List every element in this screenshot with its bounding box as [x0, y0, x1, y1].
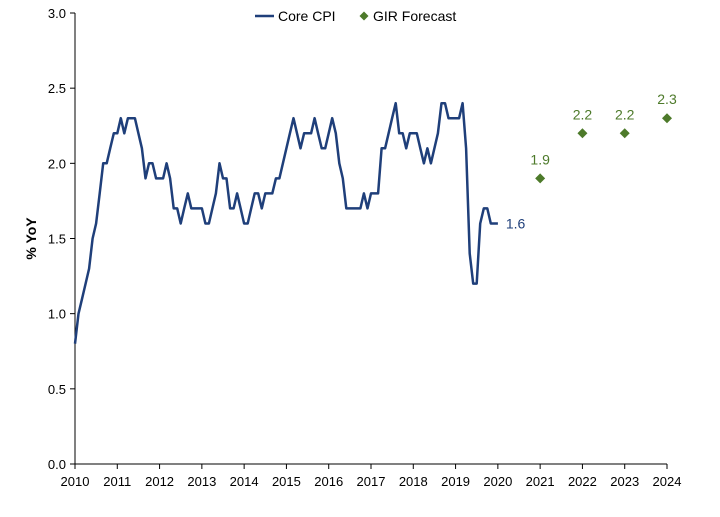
x-tick-label: 2014: [230, 474, 259, 489]
y-axis-ticks: 0.0 0.5 1.0 1.5 2.0 2.5 3.0: [48, 6, 75, 472]
x-tick-label: 2024: [653, 474, 682, 489]
x-tick-label: 2011: [103, 474, 131, 489]
y-axis-label: % YoY: [23, 217, 39, 260]
y-tick-label: 3.0: [48, 6, 66, 21]
gir-forecast-point: [662, 113, 672, 124]
x-axis-ticks: 2010 2011 2012 2013 2014 2015 2016 2017 2018 2019…: [61, 464, 682, 489]
x-tick-label: 2017: [357, 474, 386, 489]
gir-forecast-data-label: 2.2: [573, 106, 593, 122]
core-cpi-series: 1.6: [73, 101, 526, 344]
x-tick-label: 2013: [187, 474, 216, 489]
legend: Core CPI GIR Forecast: [255, 8, 456, 24]
legend-item-core-cpi: Core CPI: [255, 8, 336, 24]
legend-item-gir-forecast: GIR Forecast: [359, 8, 456, 24]
x-tick-label: 2022: [568, 474, 597, 489]
x-tick-label: 2016: [314, 474, 343, 489]
core-cpi-line: [73, 101, 498, 344]
gir-forecast-legend-swatch: [359, 11, 369, 21]
gir-forecast-series: 1.9 2.2 2.2 2.3: [530, 91, 677, 184]
legend-label-gir-forecast: GIR Forecast: [373, 8, 456, 24]
y-tick-label: 0.0: [48, 457, 66, 472]
y-tick-label: 1.5: [48, 232, 66, 247]
gir-forecast-point: [535, 173, 546, 184]
x-tick-label: 2012: [145, 474, 174, 489]
x-tick-label: 2019: [441, 474, 470, 489]
y-tick-label: 2.0: [48, 156, 66, 171]
y-tick-label: 2.5: [48, 81, 66, 96]
x-tick-label: 2015: [272, 474, 301, 489]
gir-forecast-data-label: 2.2: [615, 106, 635, 122]
gir-forecast-data-label: 1.9: [530, 151, 550, 167]
x-tick-label: 2021: [526, 474, 555, 489]
x-tick-label: 2018: [399, 474, 428, 489]
gir-forecast-data-label: 2.3: [657, 91, 677, 107]
gir-forecast-point: [577, 128, 588, 139]
x-tick-label: 2023: [610, 474, 639, 489]
y-tick-label: 0.5: [48, 382, 66, 397]
core-cpi-end-label: 1.6: [506, 215, 526, 231]
legend-label-core-cpi: Core CPI: [278, 8, 336, 24]
x-tick-label: 2010: [61, 474, 90, 489]
x-tick-label: 2020: [483, 474, 512, 489]
y-tick-label: 1.0: [48, 307, 66, 322]
gir-forecast-point: [619, 128, 630, 139]
